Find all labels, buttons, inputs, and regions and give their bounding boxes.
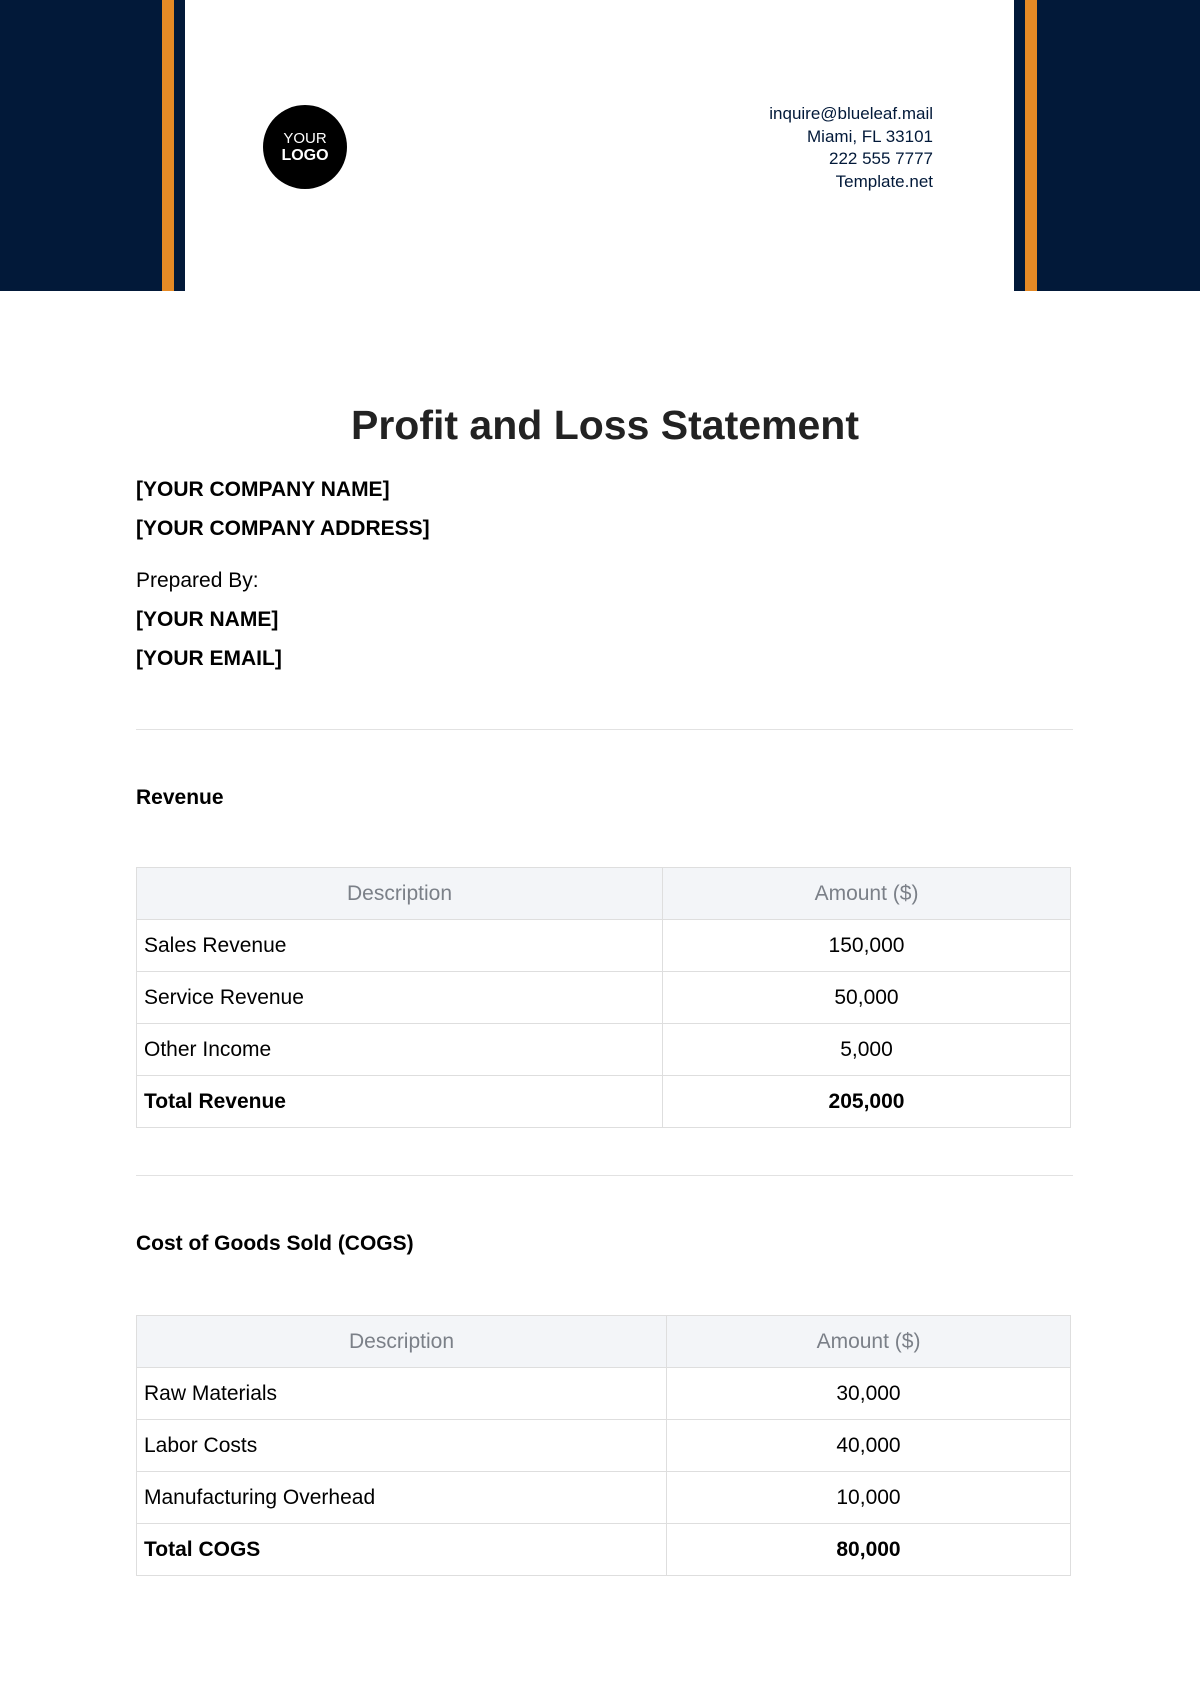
row-amount: 40,000 bbox=[666, 1419, 1071, 1472]
prepared-by-label: Prepared By: bbox=[136, 569, 259, 592]
row-description: Other Income bbox=[136, 1023, 663, 1076]
column-header-amount: Amount ($) bbox=[662, 867, 1071, 920]
row-description: Labor Costs bbox=[136, 1419, 667, 1472]
row-amount: 50,000 bbox=[662, 971, 1071, 1024]
company-logo: YOUR LOGO bbox=[263, 105, 347, 189]
total-amount: 80,000 bbox=[666, 1523, 1071, 1576]
contact-info: inquire@blueleaf.mail Miami, FL 33101 22… bbox=[769, 103, 933, 194]
logo-line1: YOUR bbox=[283, 130, 327, 147]
divider bbox=[136, 729, 1073, 730]
row-amount: 30,000 bbox=[666, 1367, 1071, 1420]
company-name: [YOUR COMPANY NAME] bbox=[136, 478, 390, 501]
column-header-description: Description bbox=[136, 1315, 667, 1368]
contact-website: Template.net bbox=[835, 172, 933, 192]
table-row: Raw Materials 30,000 bbox=[136, 1367, 1071, 1420]
preparer-name: [YOUR NAME] bbox=[136, 608, 279, 631]
column-header-description: Description bbox=[136, 867, 663, 920]
row-description: Manufacturing Overhead bbox=[136, 1471, 667, 1524]
logo-line2: LOGO bbox=[281, 147, 329, 164]
total-row: Total Revenue 205,000 bbox=[136, 1075, 1071, 1128]
total-description: Total Revenue bbox=[136, 1075, 663, 1128]
cogs-table: Description Amount ($) Raw Materials 30,… bbox=[136, 1315, 1071, 1576]
right-orange-stripe bbox=[1025, 0, 1037, 291]
table-row: Service Revenue 50,000 bbox=[136, 971, 1071, 1024]
row-amount: 150,000 bbox=[662, 919, 1071, 972]
row-amount: 10,000 bbox=[666, 1471, 1071, 1524]
preparer-email: [YOUR EMAIL] bbox=[136, 647, 282, 670]
total-amount: 205,000 bbox=[662, 1075, 1071, 1128]
left-orange-stripe bbox=[162, 0, 174, 291]
table-row: Other Income 5,000 bbox=[136, 1023, 1071, 1076]
table-header-row: Description Amount ($) bbox=[136, 867, 1071, 920]
table-row: Sales Revenue 150,000 bbox=[136, 919, 1071, 972]
total-description: Total COGS bbox=[136, 1523, 667, 1576]
divider bbox=[136, 1175, 1073, 1176]
revenue-heading: Revenue bbox=[136, 786, 224, 809]
contact-email: inquire@blueleaf.mail bbox=[769, 104, 933, 123]
cogs-heading: Cost of Goods Sold (COGS) bbox=[136, 1232, 414, 1255]
contact-phone: 222 555 7777 bbox=[829, 149, 933, 169]
table-header-row: Description Amount ($) bbox=[136, 1315, 1071, 1368]
right-header-band bbox=[1014, 0, 1200, 291]
contact-address: Miami, FL 33101 bbox=[807, 126, 933, 146]
revenue-table: Description Amount ($) Sales Revenue 150… bbox=[136, 867, 1071, 1128]
row-description: Service Revenue bbox=[136, 971, 663, 1024]
row-amount: 5,000 bbox=[662, 1023, 1071, 1076]
column-header-amount: Amount ($) bbox=[666, 1315, 1071, 1368]
row-description: Sales Revenue bbox=[136, 919, 663, 972]
table-row: Manufacturing Overhead 10,000 bbox=[136, 1471, 1071, 1524]
row-description: Raw Materials bbox=[136, 1367, 667, 1420]
left-header-band bbox=[0, 0, 185, 291]
table-row: Labor Costs 40,000 bbox=[136, 1419, 1071, 1472]
total-row: Total COGS 80,000 bbox=[136, 1523, 1071, 1576]
company-address: [YOUR COMPANY ADDRESS] bbox=[136, 517, 430, 540]
page-title: Profit and Loss Statement bbox=[350, 402, 859, 448]
